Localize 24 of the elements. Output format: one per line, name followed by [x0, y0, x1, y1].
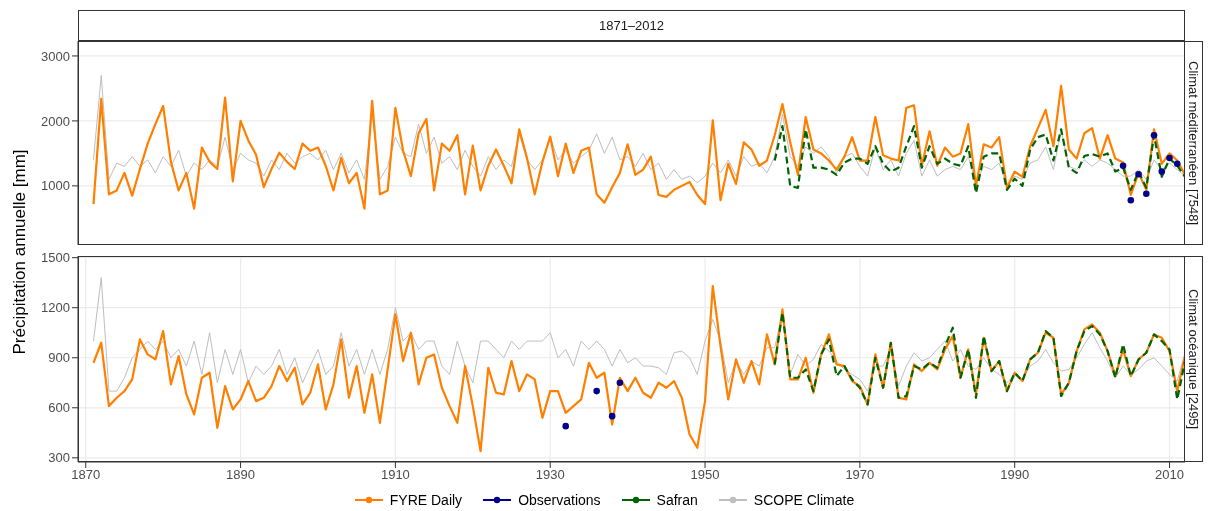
x-tick-label: 1990 [1000, 467, 1030, 483]
y-tick-label: 1000 [41, 178, 70, 194]
chart-title: 1871–2012 [78, 10, 1185, 41]
y-tick-label: 3000 [41, 48, 70, 64]
legend-label: Safran [656, 492, 698, 508]
x-tick-label: 1970 [845, 467, 875, 483]
legend-label: SCOPE Climate [753, 492, 855, 508]
x-tick-label: 1910 [380, 467, 410, 483]
x-tick-label: 1930 [535, 467, 565, 483]
y-tick-label: 300 [48, 450, 70, 466]
x-tick-label: 1870 [71, 467, 101, 483]
y-axis-title: Précipitation annuelle [mm] [10, 148, 30, 355]
y-tick-label: 900 [48, 350, 70, 366]
y-tick-label: 1200 [41, 300, 70, 316]
y-tick-label: 1500 [41, 250, 70, 266]
legend-label: Observations [518, 492, 601, 508]
x-tick-label: 2010 [1155, 467, 1184, 483]
y-tick-label: 600 [48, 400, 70, 416]
text: Climat méditerranéen [7548] [1186, 60, 1201, 226]
legend-label: FYRE Daily [389, 492, 463, 508]
x-tick-label: 1950 [690, 467, 720, 483]
y-tick-label: 2000 [41, 113, 70, 129]
x-tick-label: 1890 [226, 467, 256, 483]
text: Climat océanique [2495] [1186, 288, 1201, 430]
